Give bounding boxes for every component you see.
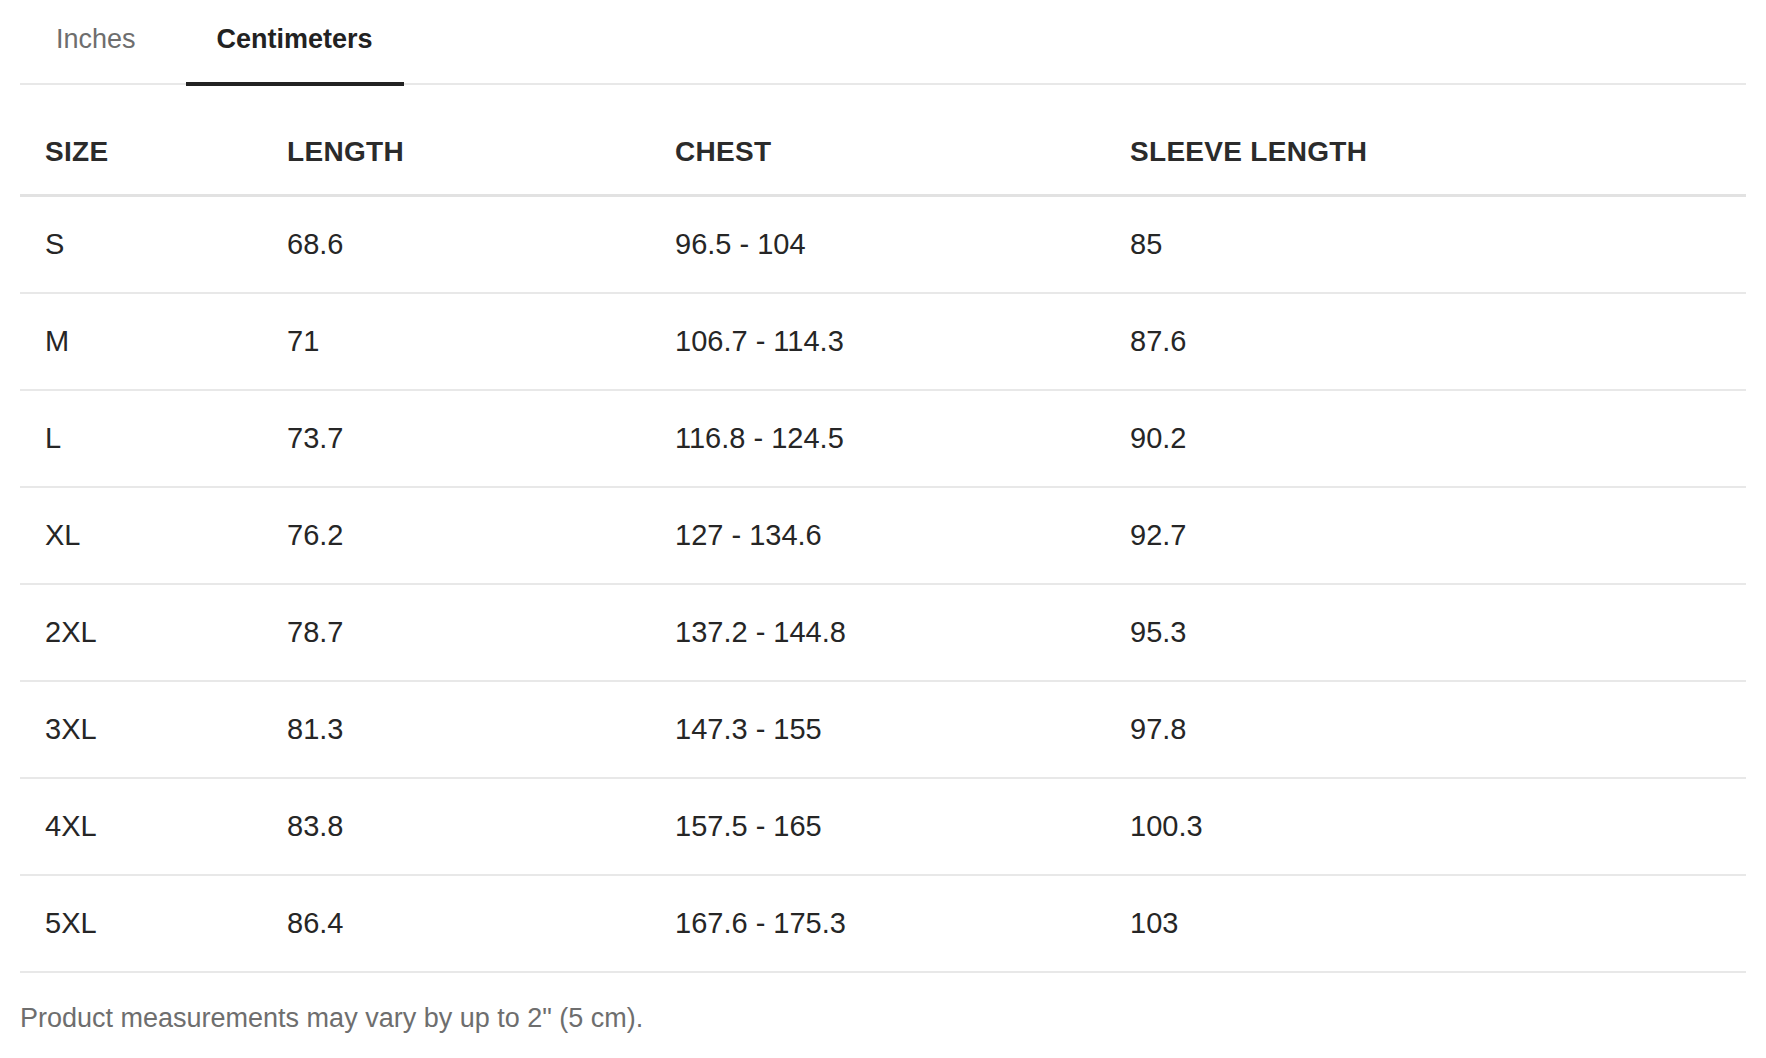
chest-cell: 147.3 - 155 (650, 681, 1105, 778)
table-header: SIZE LENGTH CHEST SLEEVE LENGTH (20, 85, 1746, 196)
header-row: SIZE LENGTH CHEST SLEEVE LENGTH (20, 85, 1746, 196)
column-header-length: LENGTH (262, 85, 650, 196)
length-cell: 78.7 (262, 584, 650, 681)
size-cell: 4XL (20, 778, 262, 875)
size-cell: M (20, 293, 262, 390)
sleeve-length-cell: 100.3 (1105, 778, 1746, 875)
length-cell: 81.3 (262, 681, 650, 778)
length-cell: 73.7 (262, 390, 650, 487)
size-cell: 3XL (20, 681, 262, 778)
size-guide-panel: Inches Centimeters SIZE LENGTH CHEST SLE… (20, 0, 1746, 1035)
chest-cell: 167.6 - 175.3 (650, 875, 1105, 972)
chest-cell: 127 - 134.6 (650, 487, 1105, 584)
sleeve-length-cell: 90.2 (1105, 390, 1746, 487)
unit-tabs: Inches Centimeters (20, 0, 1746, 85)
sleeve-length-cell: 97.8 (1105, 681, 1746, 778)
column-header-chest: CHEST (650, 85, 1105, 196)
table-body: S 68.6 96.5 - 104 85 M 71 106.7 - 114.3 … (20, 196, 1746, 972)
chest-cell: 116.8 - 124.5 (650, 390, 1105, 487)
sleeve-length-cell: 85 (1105, 196, 1746, 293)
column-header-size: SIZE (20, 85, 262, 196)
table-row: XL 76.2 127 - 134.6 92.7 (20, 487, 1746, 584)
table-row: 4XL 83.8 157.5 - 165 100.3 (20, 778, 1746, 875)
table-row: 2XL 78.7 137.2 - 144.8 95.3 (20, 584, 1746, 681)
table-row: 3XL 81.3 147.3 - 155 97.8 (20, 681, 1746, 778)
size-cell: XL (20, 487, 262, 584)
tab-inches[interactable]: Inches (32, 0, 160, 86)
length-cell: 76.2 (262, 487, 650, 584)
table-row: L 73.7 116.8 - 124.5 90.2 (20, 390, 1746, 487)
table-row: 5XL 86.4 167.6 - 175.3 103 (20, 875, 1746, 972)
tab-centimeters[interactable]: Centimeters (186, 0, 404, 86)
sleeve-length-cell: 92.7 (1105, 487, 1746, 584)
chest-cell: 96.5 - 104 (650, 196, 1105, 293)
sleeve-length-cell: 87.6 (1105, 293, 1746, 390)
sleeve-length-cell: 103 (1105, 875, 1746, 972)
table-row: M 71 106.7 - 114.3 87.6 (20, 293, 1746, 390)
measurement-disclaimer: Product measurements may vary by up to 2… (20, 1001, 1746, 1035)
length-cell: 83.8 (262, 778, 650, 875)
chest-cell: 137.2 - 144.8 (650, 584, 1105, 681)
column-header-sleeve-length: SLEEVE LENGTH (1105, 85, 1746, 196)
chest-cell: 106.7 - 114.3 (650, 293, 1105, 390)
size-cell: 5XL (20, 875, 262, 972)
size-cell: S (20, 196, 262, 293)
length-cell: 68.6 (262, 196, 650, 293)
length-cell: 86.4 (262, 875, 650, 972)
size-cell: 2XL (20, 584, 262, 681)
size-cell: L (20, 390, 262, 487)
length-cell: 71 (262, 293, 650, 390)
chest-cell: 157.5 - 165 (650, 778, 1105, 875)
size-chart-table: SIZE LENGTH CHEST SLEEVE LENGTH S 68.6 9… (20, 85, 1746, 973)
sleeve-length-cell: 95.3 (1105, 584, 1746, 681)
table-row: S 68.6 96.5 - 104 85 (20, 196, 1746, 293)
